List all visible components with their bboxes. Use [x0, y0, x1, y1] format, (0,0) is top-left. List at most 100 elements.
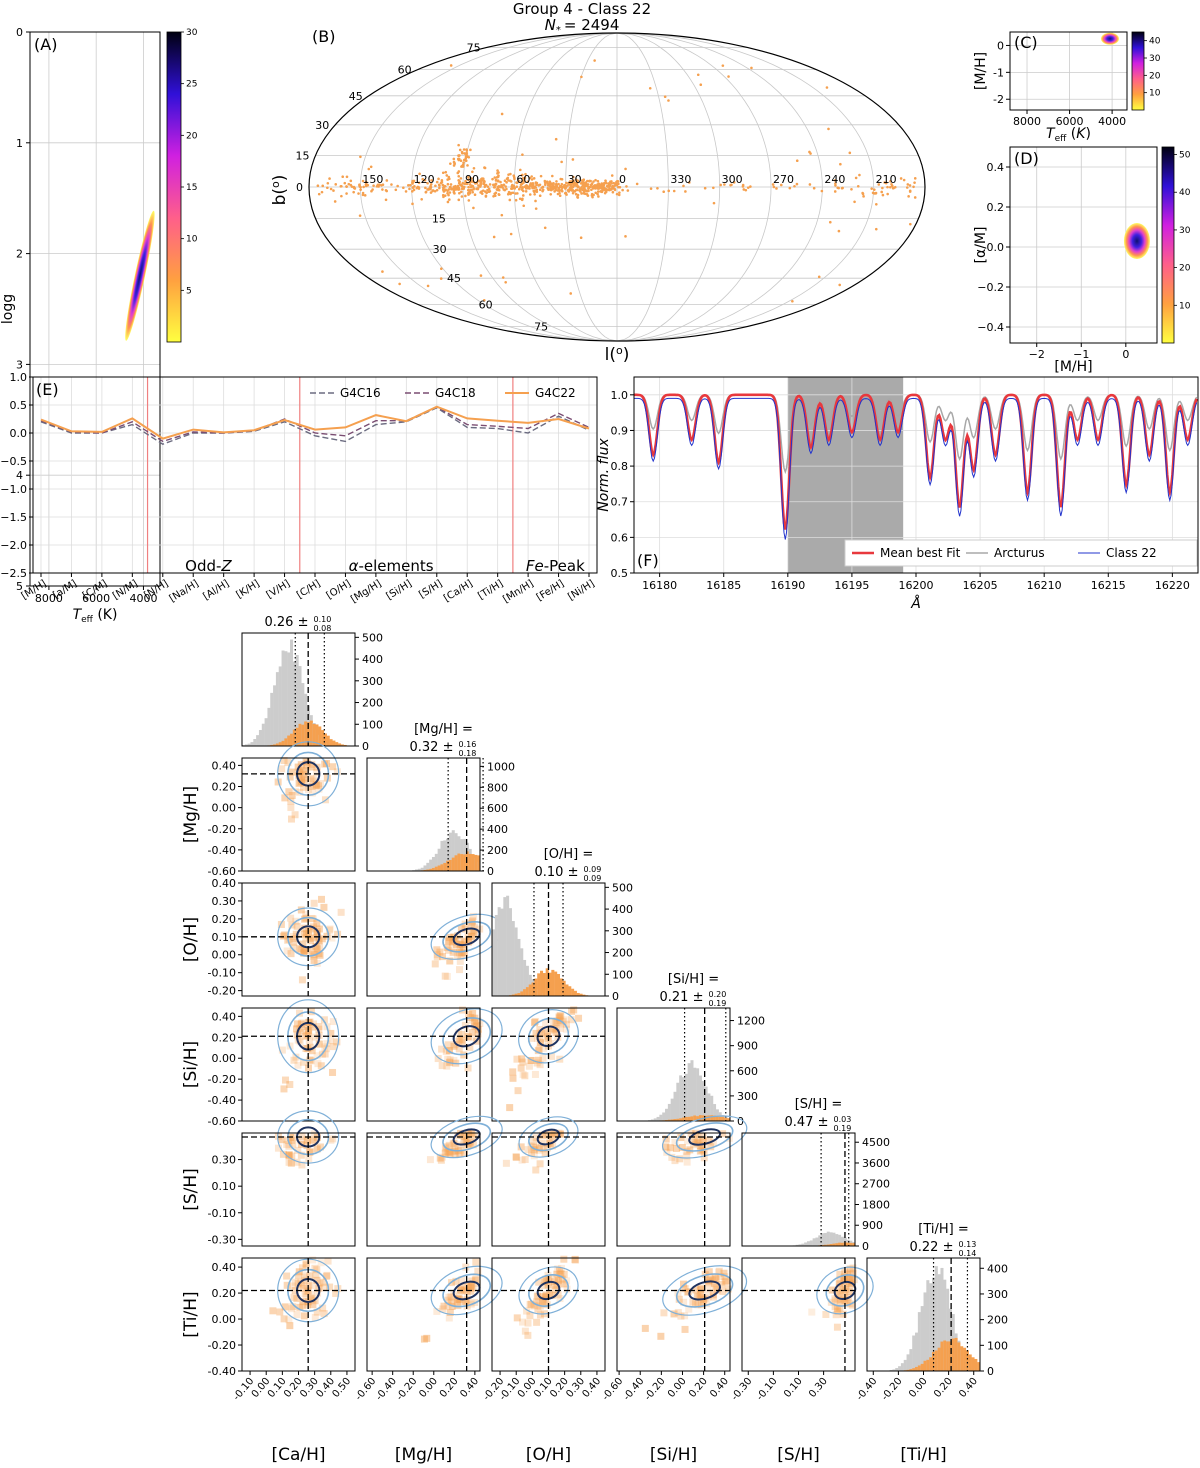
b-star-point [618, 191, 621, 194]
hist-frame [616, 1007, 731, 1122]
hist-bar-class [443, 862, 447, 871]
diag-title-value: 0.47 ± [785, 1115, 829, 1130]
density-cell [512, 1153, 520, 1161]
b-star-point [520, 198, 524, 202]
density-cell [699, 1137, 707, 1145]
b-star-point [533, 192, 536, 196]
b-star-point [906, 183, 910, 186]
density-cell [846, 1269, 854, 1277]
hist-bar-all [684, 1073, 688, 1121]
b-star-point [585, 192, 589, 196]
density-cell [460, 945, 468, 953]
b-star-point [613, 187, 617, 191]
b-star-point [572, 182, 575, 185]
b-star-point [848, 151, 852, 155]
density-cell [464, 1282, 472, 1290]
b-star-point [912, 185, 915, 189]
hist-bar-all [696, 1068, 700, 1121]
density-cell [539, 1054, 547, 1062]
density-cell [556, 1130, 564, 1138]
density-cell [451, 1150, 459, 1158]
density-cell [439, 1305, 447, 1313]
b-star-point [394, 188, 398, 192]
a-cbar-label: 30 [186, 28, 198, 38]
density-cell [298, 1281, 306, 1289]
contour-level [452, 1280, 481, 1301]
density-cell [299, 1302, 307, 1310]
hist-bar-all [909, 1349, 913, 1371]
b-star-point [609, 188, 612, 191]
density-cell [325, 926, 333, 934]
corner-xtick-label: 0.00 [666, 1376, 689, 1400]
d-xtick-label: −2 [1029, 348, 1045, 361]
hist-bar-all [662, 1112, 666, 1121]
b-star-point [438, 186, 441, 190]
hist-bar-all [920, 1306, 924, 1371]
b-star-point [467, 185, 470, 189]
hist-bar-class [545, 968, 549, 996]
density-cell [534, 1056, 542, 1064]
density-cell [554, 1033, 562, 1041]
density-cell [703, 1300, 711, 1308]
density-cell [309, 1282, 317, 1290]
density-cell [300, 947, 308, 955]
density-cell [554, 1277, 562, 1285]
b-star-point [464, 154, 468, 158]
b-b-tick-label: 30 [315, 119, 329, 132]
density-cell [704, 1293, 712, 1301]
b-star-point [696, 73, 700, 77]
diag-title-plus: 0.20 [709, 990, 727, 999]
b-star-point [611, 190, 615, 194]
corner-xlabel: [Ti/H] [900, 1445, 946, 1465]
density-cell [453, 952, 461, 960]
hist-bar-all [670, 1098, 674, 1121]
density-cell [313, 1266, 321, 1274]
density-cell [518, 1055, 526, 1063]
b-star-point [528, 176, 532, 180]
b-star-point [482, 298, 486, 302]
b-star-point [515, 181, 518, 184]
density-cell [461, 920, 469, 928]
b-star-point [621, 188, 624, 192]
hist-bar-class [295, 727, 299, 746]
density-cell [315, 785, 323, 793]
density-cell [469, 1009, 477, 1017]
b-star-point [850, 187, 853, 191]
density-cell [533, 1318, 541, 1326]
density-cell [683, 1137, 691, 1145]
density-cell [280, 1315, 288, 1323]
density-cell [472, 1021, 480, 1029]
b-star-point [493, 183, 497, 187]
density-cell [845, 1275, 853, 1283]
a-ytick-label: 0 [16, 26, 23, 39]
b-b-south-label: 15 [432, 213, 446, 226]
contour-level [442, 1017, 492, 1056]
b-star-point [372, 184, 375, 187]
b-star-point [381, 270, 384, 273]
b-star-point [576, 185, 580, 189]
b-star-point [491, 177, 494, 181]
hist-bar-class [321, 730, 325, 746]
e-xtick-label: [Si/H] [384, 578, 414, 602]
density-cell [560, 1016, 568, 1024]
corner-ytick-label: -0.10 [208, 1207, 236, 1220]
corner-ytick-label: 0.00 [212, 1052, 237, 1065]
hist-bar-all [926, 1280, 930, 1371]
b-star-point [359, 155, 362, 159]
density-cell [460, 1138, 468, 1146]
b-star-point [541, 185, 545, 189]
density-cell [313, 1052, 321, 1060]
b-star-point [862, 195, 865, 198]
diag-title-name: [S/H] = [795, 1097, 843, 1112]
density-cell [539, 1297, 547, 1305]
density-cell [327, 1037, 335, 1045]
density-cell [555, 1013, 563, 1021]
density-cell [289, 1303, 297, 1311]
density-cell [834, 1308, 842, 1316]
b-star-point [703, 186, 707, 190]
hist-bar-class [471, 854, 475, 871]
b-star-point [326, 181, 330, 185]
density-cell [301, 776, 309, 784]
b-star-point [460, 187, 464, 191]
